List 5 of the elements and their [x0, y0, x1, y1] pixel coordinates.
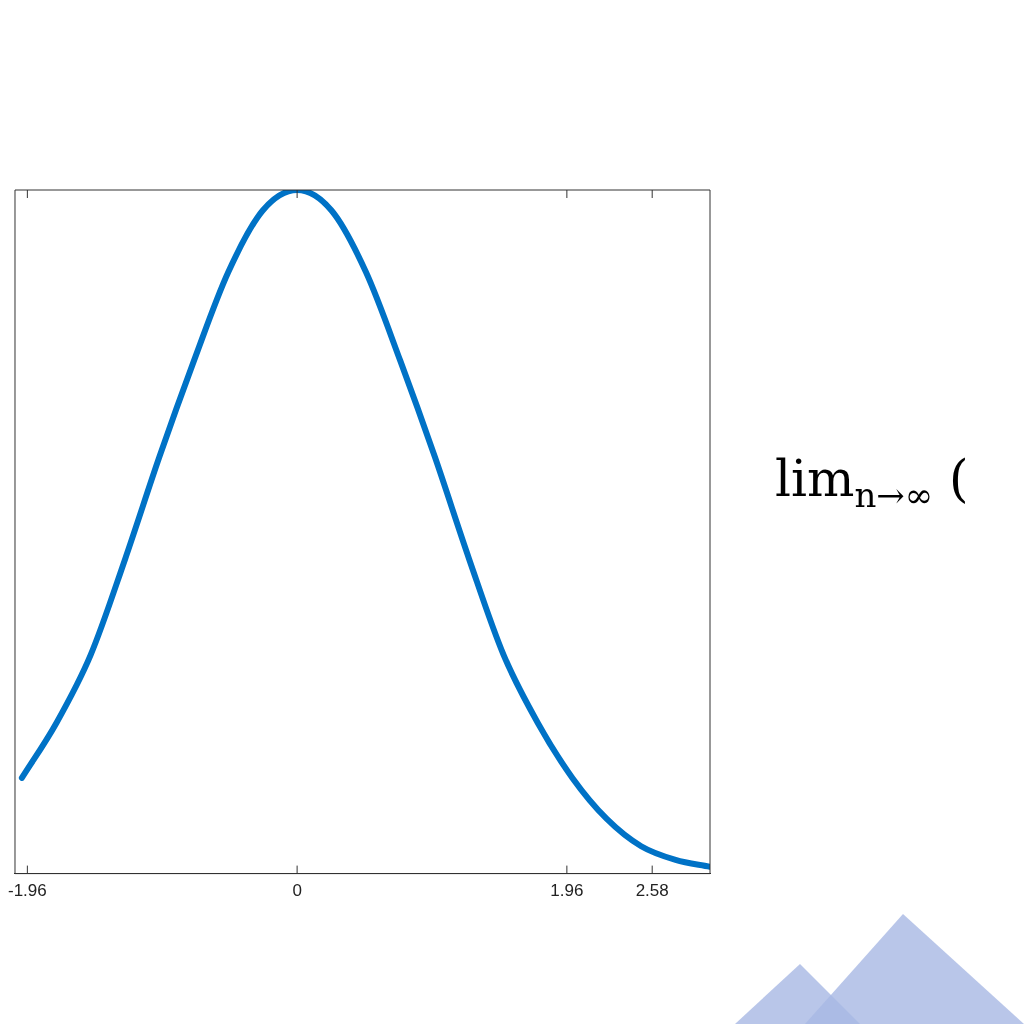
x-tick-label: 1.96 — [550, 881, 584, 901]
x-tick-label: -1.96 — [8, 881, 47, 901]
x-tick-label: 0 — [292, 881, 302, 901]
x-tick-label: 2.58 — [635, 881, 669, 901]
text: lim$_{n→∞}$ ( — [775, 450, 969, 515]
